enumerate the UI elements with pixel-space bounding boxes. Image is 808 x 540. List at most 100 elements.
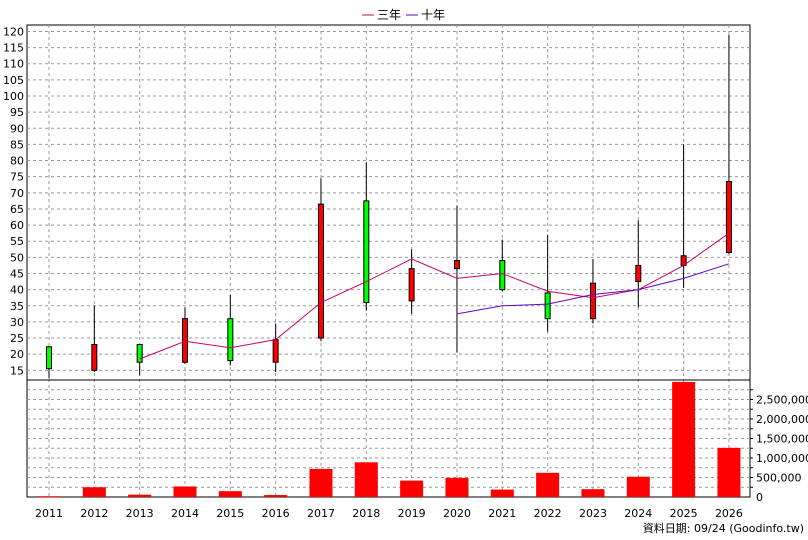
volume-bar-2014 — [173, 486, 197, 497]
price-tick-label: 70 — [10, 187, 24, 200]
price-tick-label: 45 — [10, 268, 24, 281]
volume-bar-2018 — [354, 462, 378, 497]
price-tick-label: 115 — [3, 42, 24, 55]
price-tick-label: 90 — [10, 122, 24, 135]
year-label: 2014 — [171, 507, 199, 520]
candle-body — [317, 203, 324, 339]
volume-bar-2017 — [309, 468, 333, 497]
volume-bar-2012 — [82, 487, 106, 497]
volume-bar-2015 — [218, 491, 242, 497]
candle-2013 — [136, 344, 143, 376]
year-label: 2011 — [35, 507, 63, 520]
candle-body — [453, 260, 460, 270]
volume-tick-label: 2,000,000 — [756, 413, 808, 426]
price-tick-label: 35 — [10, 300, 24, 313]
candle-2023 — [589, 258, 596, 324]
volume-bar-2026 — [717, 447, 741, 497]
year-label: 2023 — [579, 507, 607, 520]
three-year-line — [139, 232, 730, 360]
x-axis: 2011 2012 2013 2014 2015 2016 2017 2018 2019 2020… — [35, 507, 743, 520]
candle-2019 — [408, 249, 415, 314]
year-label: 2025 — [670, 507, 698, 520]
legend-label-three-year: 三年 — [377, 8, 401, 22]
candle-2020 — [453, 205, 460, 353]
candle-body — [227, 318, 234, 362]
year-label: 2026 — [715, 507, 743, 520]
price-tick-label: 120 — [3, 25, 24, 38]
data-date-note: 資料日期: 09/24 (Goodinfo.tw) — [643, 521, 804, 535]
year-label: 2015 — [216, 507, 244, 520]
candle-2011 — [46, 346, 52, 379]
candle-2022 — [544, 234, 551, 332]
candle-2017 — [317, 178, 324, 342]
candle-body — [635, 264, 642, 283]
year-label: 2021 — [488, 507, 516, 520]
volume-bar-2023 — [581, 489, 605, 497]
price-tick-label: 50 — [10, 251, 24, 264]
year-label: 2016 — [262, 507, 290, 520]
volume-bar-2025 — [672, 381, 696, 497]
candle-2016 — [272, 323, 279, 372]
volume-tick-label: 0 — [756, 491, 763, 504]
candle-body — [272, 339, 279, 363]
candle-2012 — [91, 305, 98, 372]
volume-bar-2016 — [264, 495, 288, 497]
volume-tick-label: 1,500,000 — [756, 433, 808, 446]
candle-2026 — [725, 34, 732, 255]
volume-bar-2019 — [400, 480, 424, 497]
volume-bar-2011 — [37, 496, 61, 498]
price-tick-label: 30 — [10, 316, 24, 329]
candle-body — [544, 292, 551, 320]
candle-body — [499, 260, 506, 291]
price-tick-label: 105 — [3, 74, 24, 87]
year-label: 2012 — [80, 507, 108, 520]
volume-bar-2021 — [490, 489, 514, 497]
price-tick-label: 20 — [10, 348, 24, 361]
year-label: 2013 — [126, 507, 154, 520]
candle-2014 — [181, 307, 188, 364]
chart-legend: 三年 十年 — [362, 8, 445, 22]
candle-2024 — [635, 220, 642, 308]
candle-2015 — [227, 294, 234, 366]
candle-body — [46, 346, 52, 370]
candle-2021 — [499, 239, 506, 292]
candle-body — [91, 344, 98, 371]
volume-bar-2022 — [536, 472, 560, 497]
price-tick-label: 80 — [10, 155, 24, 168]
volume-bar-2020 — [445, 477, 469, 497]
ten-year-line — [456, 263, 730, 315]
price-panel-frame — [26, 24, 751, 381]
price-tick-label: 110 — [3, 58, 24, 71]
candle-body — [363, 200, 370, 304]
year-label: 2017 — [307, 507, 335, 520]
price-tick-label: 100 — [3, 90, 24, 103]
price-tick-label: 25 — [10, 332, 24, 345]
volume-panel: 0 500,000 1,000,000 1,500,000 2,000,000 2,500… — [26, 379, 808, 504]
candle-body — [589, 282, 596, 320]
price-tick-label: 15 — [10, 364, 24, 377]
price-panel: 15 20 25 30 35 40 45 50 55 60 65 70 75 80 85 90 95 100 105… — [3, 24, 751, 497]
price-tick-label: 95 — [10, 106, 24, 119]
volume-tick-label: 2,500,000 — [756, 394, 808, 407]
candle-body — [725, 181, 732, 254]
legend-label-ten-year: 十年 — [421, 8, 445, 22]
price-tick-label: 85 — [10, 138, 24, 151]
year-label: 2018 — [352, 507, 380, 520]
price-tick-label: 40 — [10, 284, 24, 297]
volume-tick-label: 500,000 — [756, 472, 802, 485]
candle-body — [181, 318, 188, 363]
volume-tick-label: 1,000,000 — [756, 452, 808, 465]
price-tick-label: 75 — [10, 171, 24, 184]
candle-2018 — [363, 162, 370, 311]
volume-bar-2013 — [128, 494, 152, 497]
candle-body — [408, 268, 415, 302]
year-label: 2020 — [443, 507, 471, 520]
year-label: 2019 — [398, 507, 426, 520]
candle-body — [136, 344, 143, 363]
volume-bar-2024 — [626, 476, 650, 497]
price-tick-label: 55 — [10, 235, 24, 248]
price-tick-label: 65 — [10, 203, 24, 216]
price-tick-label: 60 — [10, 219, 24, 232]
year-label: 2024 — [624, 507, 652, 520]
